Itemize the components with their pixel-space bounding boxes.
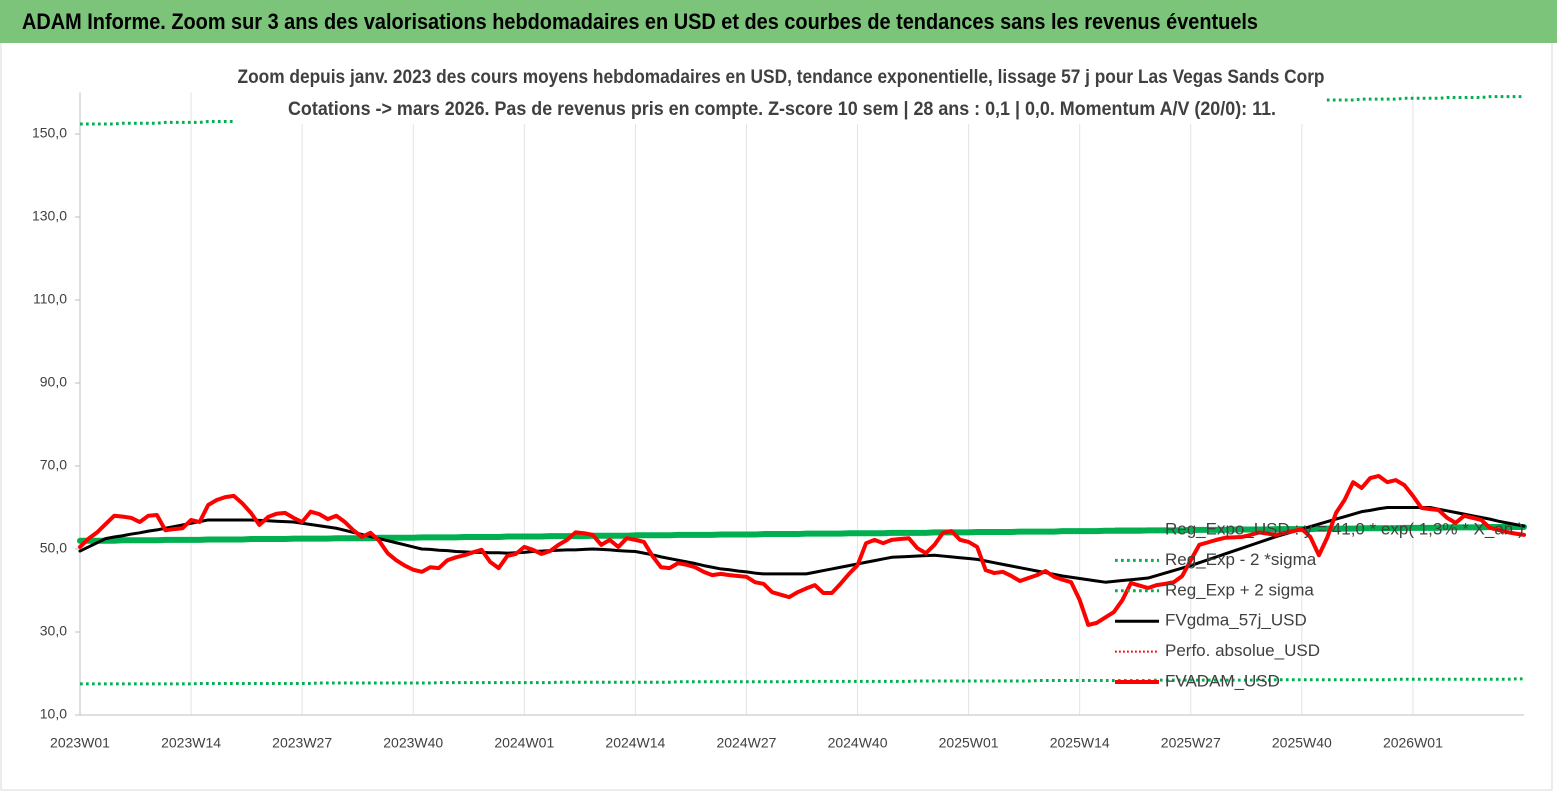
series-line [80,677,1524,686]
x-tick-label: 2024W01 [494,735,554,751]
plot-area: 2023W01 2023W14 2023W27 2023W40 2024W01 2024W… [32,92,1527,751]
x-tick-label: 2023W01 [50,735,110,751]
subtitle-background [234,62,1326,124]
legend-label: Reg_Exp - 2 *sigma [1165,550,1317,569]
legend-label: FVADAM_USD [1165,671,1280,690]
y-tick-label: 130,0 [32,208,67,224]
x-tick-label: 2025W01 [939,735,999,751]
x-tick-label: 2023W27 [272,735,332,751]
header-title: ADAM Informe. Zoom sur 3 ans des valoris… [22,9,1258,34]
legend-label: Reg_Exp + 2 sigma [1165,580,1314,599]
header-bar [0,0,1557,43]
series-line [77,524,1527,544]
y-tick-label: 10,0 [40,706,67,722]
x-tick-label: 2023W40 [383,735,443,751]
x-tick-label: 2024W27 [716,735,776,751]
chart-subtitle: Cotations -> mars 2026. Pas de revenus p… [288,99,1276,120]
legend-label: Perfo. absolue_USD [1165,641,1320,660]
x-tick-label: 2024W14 [605,735,665,751]
x-tick-label: 2025W27 [1161,735,1221,751]
series-line [78,473,1526,627]
y-tick-label: 50,0 [40,540,67,556]
x-tick-label: 2025W40 [1272,735,1332,751]
chart-subtitle: Zoom depuis janv. 2023 des cours moyens … [238,67,1325,88]
legend: Reg_Expo_USD : y = 41,0 * exp( 1,3% * X_… [1115,519,1524,690]
x-tick-label: 2026W01 [1383,735,1443,751]
y-tick-label: 90,0 [40,374,67,390]
y-tick-label: 70,0 [40,457,67,473]
y-tick-label: 110,0 [33,291,67,307]
legend-label: Reg_Expo_USD : y = 41,0 * exp( 1,3% * X_… [1165,519,1524,538]
x-tick-label: 2025W14 [1050,735,1110,751]
legend-label: FVgdma_57j_USD [1165,611,1307,630]
x-tick-label: 2023W14 [161,735,221,751]
x-tick-label: 2024W40 [828,735,888,751]
y-tick-label: 150,0 [32,125,67,141]
y-tick-label: 30,0 [40,623,67,639]
